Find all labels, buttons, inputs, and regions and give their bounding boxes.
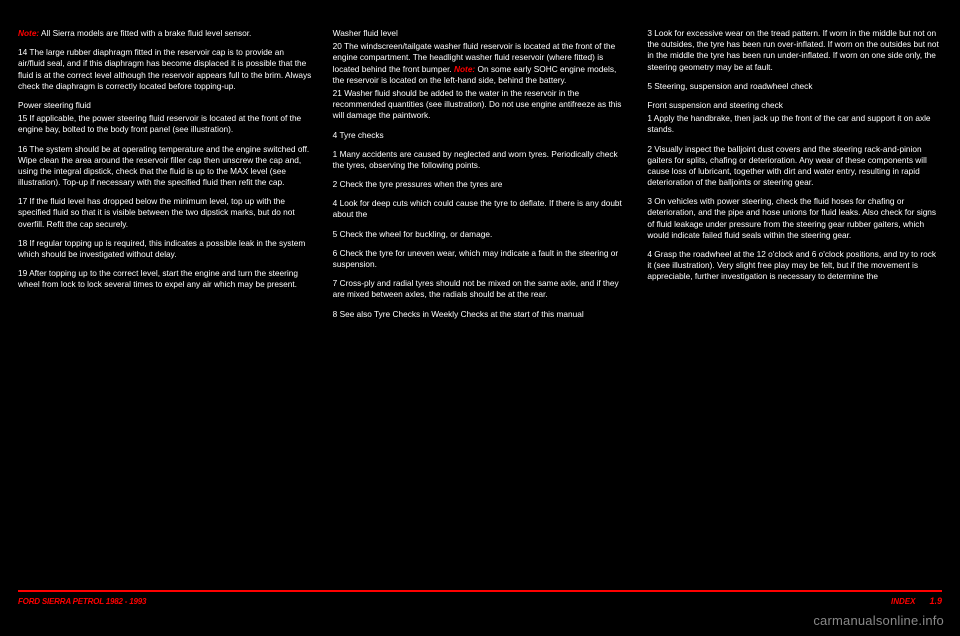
- note-text: All Sierra models are fitted with a brak…: [39, 28, 251, 38]
- note-label-2: Note:: [454, 64, 475, 74]
- washer-heading: Washer fluid level: [333, 28, 628, 39]
- para-16: 16 The system should be at operating tem…: [18, 144, 313, 189]
- note-label: Note:: [18, 28, 39, 38]
- para-4-3: 3 Look for excessive wear on the tread p…: [647, 28, 942, 73]
- section5: 5 Steering, suspension and roadwheel che…: [647, 81, 942, 92]
- front-check-heading: Front suspension and steering check: [647, 100, 942, 111]
- para-4-5: 5 Check the wheel for buckling, or damag…: [333, 229, 628, 240]
- column-1: Note: All Sierra models are fitted with …: [18, 28, 313, 328]
- para-4-6: 6 Check the tyre for uneven wear, which …: [333, 248, 628, 270]
- para-4-4: 4 Look for deep cuts which could cause t…: [333, 198, 628, 220]
- watermark: carmanualsonline.info: [813, 613, 944, 628]
- power-heading: Power steering fluid: [18, 100, 313, 111]
- footer-right: INDEX 1.9: [891, 596, 942, 606]
- page-footer: FORD SIERRA PETROL 1982 - 1993 INDEX 1.9: [18, 596, 942, 606]
- page-content: Note: All Sierra models are fitted with …: [0, 0, 960, 636]
- footer-divider: [18, 590, 942, 592]
- para-5-2: 2 Visually inspect the balljoint dust co…: [647, 144, 942, 189]
- para-17: 17 If the fluid level has dropped below …: [18, 196, 313, 230]
- footer-page-number: 1.9: [929, 596, 942, 606]
- text-columns: Note: All Sierra models are fitted with …: [18, 28, 942, 328]
- para-21: 21 Washer fluid should be added to the w…: [333, 88, 628, 122]
- para-20: 20 The windscreen/tailgate washer fluid …: [333, 41, 628, 86]
- para-4-1: 1 Many accidents are caused by neglected…: [333, 149, 628, 171]
- para-4-2: 2 Check the tyre pressures when the tyre…: [333, 179, 628, 190]
- footer-left: FORD SIERRA PETROL 1982 - 1993: [18, 597, 146, 606]
- column-2: Washer fluid level 20 The windscreen/tai…: [333, 28, 628, 328]
- para-5-3: 3 On vehicles with power steering, check…: [647, 196, 942, 241]
- para-4-7: 7 Cross-ply and radial tyres should not …: [333, 278, 628, 300]
- para-15: 15 If applicable, the power steering flu…: [18, 113, 313, 135]
- note-para: Note: All Sierra models are fitted with …: [18, 28, 313, 39]
- para-19: 19 After topping up to the correct level…: [18, 268, 313, 290]
- footer-index-label: INDEX: [891, 597, 915, 606]
- para-14: 14 The large rubber diaphragm fitted in …: [18, 47, 313, 92]
- para-18: 18 If regular topping up is required, th…: [18, 238, 313, 260]
- para-4-8: 8 See also Tyre Checks in Weekly Checks …: [333, 309, 628, 320]
- para-5-1: 1 Apply the handbrake, then jack up the …: [647, 113, 942, 135]
- column-3: 3 Look for excessive wear on the tread p…: [647, 28, 942, 328]
- para-5-4: 4 Grasp the roadwheel at the 12 o'clock …: [647, 249, 942, 283]
- section4: 4 Tyre checks: [333, 130, 628, 141]
